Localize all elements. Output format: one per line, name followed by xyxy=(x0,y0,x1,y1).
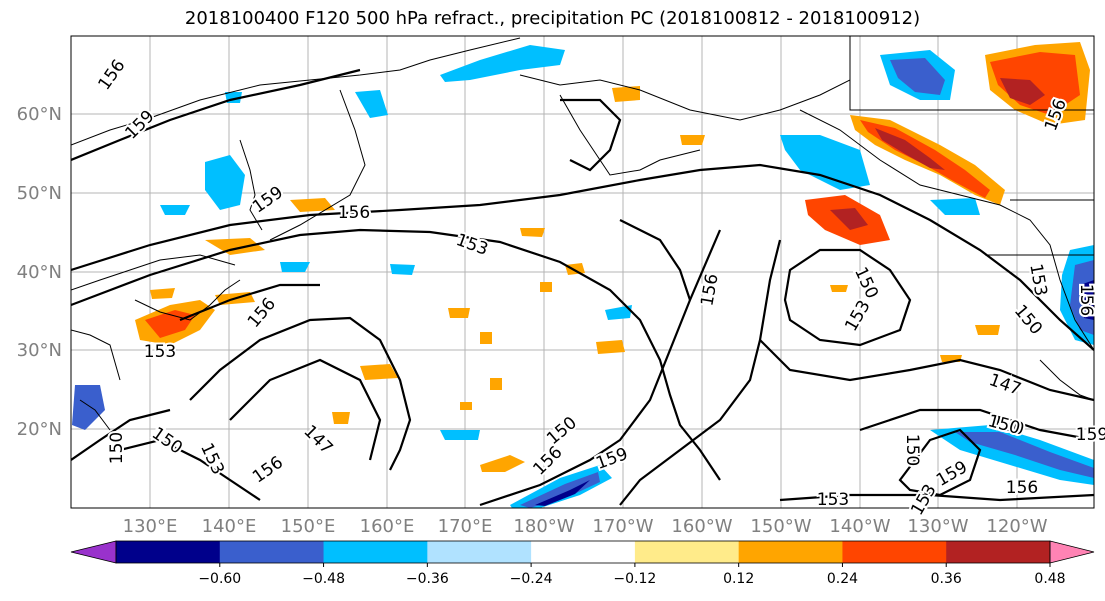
contour-label: 153 xyxy=(817,490,849,510)
colorbar-tick-label: 0.48 xyxy=(1034,571,1065,587)
lat-label: 50°N xyxy=(17,183,62,204)
colorbar-tick-label: −0.60 xyxy=(198,571,241,587)
colorbar-bin xyxy=(323,541,428,563)
map-frame xyxy=(70,35,1095,509)
colorbar-bin xyxy=(842,541,947,563)
colorbar-extend-min xyxy=(70,540,117,564)
precipitation-shading xyxy=(72,42,1094,508)
latitude-labels: 60°N 50°N 40°N 30°N 20°N xyxy=(17,104,62,440)
contour-label: 156 xyxy=(1076,284,1096,316)
colorbar-bin xyxy=(427,541,532,563)
colorbar-tick-label: 0.12 xyxy=(723,571,754,587)
lon-label: 130°W xyxy=(907,516,968,537)
lat-label: 60°N xyxy=(17,104,62,125)
colorbar-bin xyxy=(531,541,636,563)
colorbar-tick-label: 0.24 xyxy=(827,571,858,587)
lon-label: 140°E xyxy=(202,516,257,537)
lat-label: 20°N xyxy=(17,419,62,440)
colorbar-bin xyxy=(634,541,740,563)
lon-label: 120°W xyxy=(986,516,1047,537)
longitude-labels: 130°E 140°E 150°E 160°E 170°E 180°W 170°… xyxy=(123,516,1048,537)
colorbar-tick-label: −0.36 xyxy=(406,571,449,587)
contour-label: 156 xyxy=(697,272,722,307)
colorbar-extend-max xyxy=(1049,540,1095,564)
colorbar-bin xyxy=(738,541,843,563)
map-title: 2018100400 F120 500 hPa refract., precip… xyxy=(184,8,921,29)
lon-label: 140°W xyxy=(829,516,890,537)
colorbar-tick-labels: −0.60 −0.48 −0.36 −0.24 −0.12 0.12 0.24 0.36 0.4… xyxy=(198,563,1066,587)
contour-label: 156 xyxy=(338,203,370,223)
lat-label: 30°N xyxy=(17,340,62,361)
lon-label: 150°W xyxy=(750,516,811,537)
colorbar-tick-label: −0.12 xyxy=(613,571,656,587)
colorbar-bin xyxy=(219,541,325,563)
contour-label: 150 xyxy=(902,434,922,466)
lon-label: 160°E xyxy=(360,516,415,537)
lon-label: 170°W xyxy=(592,516,653,537)
colorbar-tick-label: 0.36 xyxy=(931,571,962,587)
lon-label: 150°E xyxy=(281,516,336,537)
colorbar-bin xyxy=(116,541,221,563)
graticule xyxy=(71,36,1094,508)
lon-label: 170°E xyxy=(438,516,493,537)
colorbar-outline xyxy=(115,540,1051,564)
lon-label: 180°W xyxy=(513,516,574,537)
refractivity-contours xyxy=(71,68,1094,507)
colorbar-tick-label: −0.24 xyxy=(510,571,553,587)
colorbar-bin xyxy=(946,541,1051,563)
colorbar-tick-label: −0.48 xyxy=(302,571,345,587)
colorbar xyxy=(70,540,1095,564)
lon-label: 160°W xyxy=(671,516,732,537)
contour-label: 159 xyxy=(1076,425,1105,445)
contour-label: 156 xyxy=(1006,478,1038,498)
lat-label: 40°N xyxy=(17,262,62,283)
contour-label: 150 xyxy=(107,432,127,464)
lon-label: 130°E xyxy=(123,516,178,537)
contour-label: 153 xyxy=(144,342,176,362)
